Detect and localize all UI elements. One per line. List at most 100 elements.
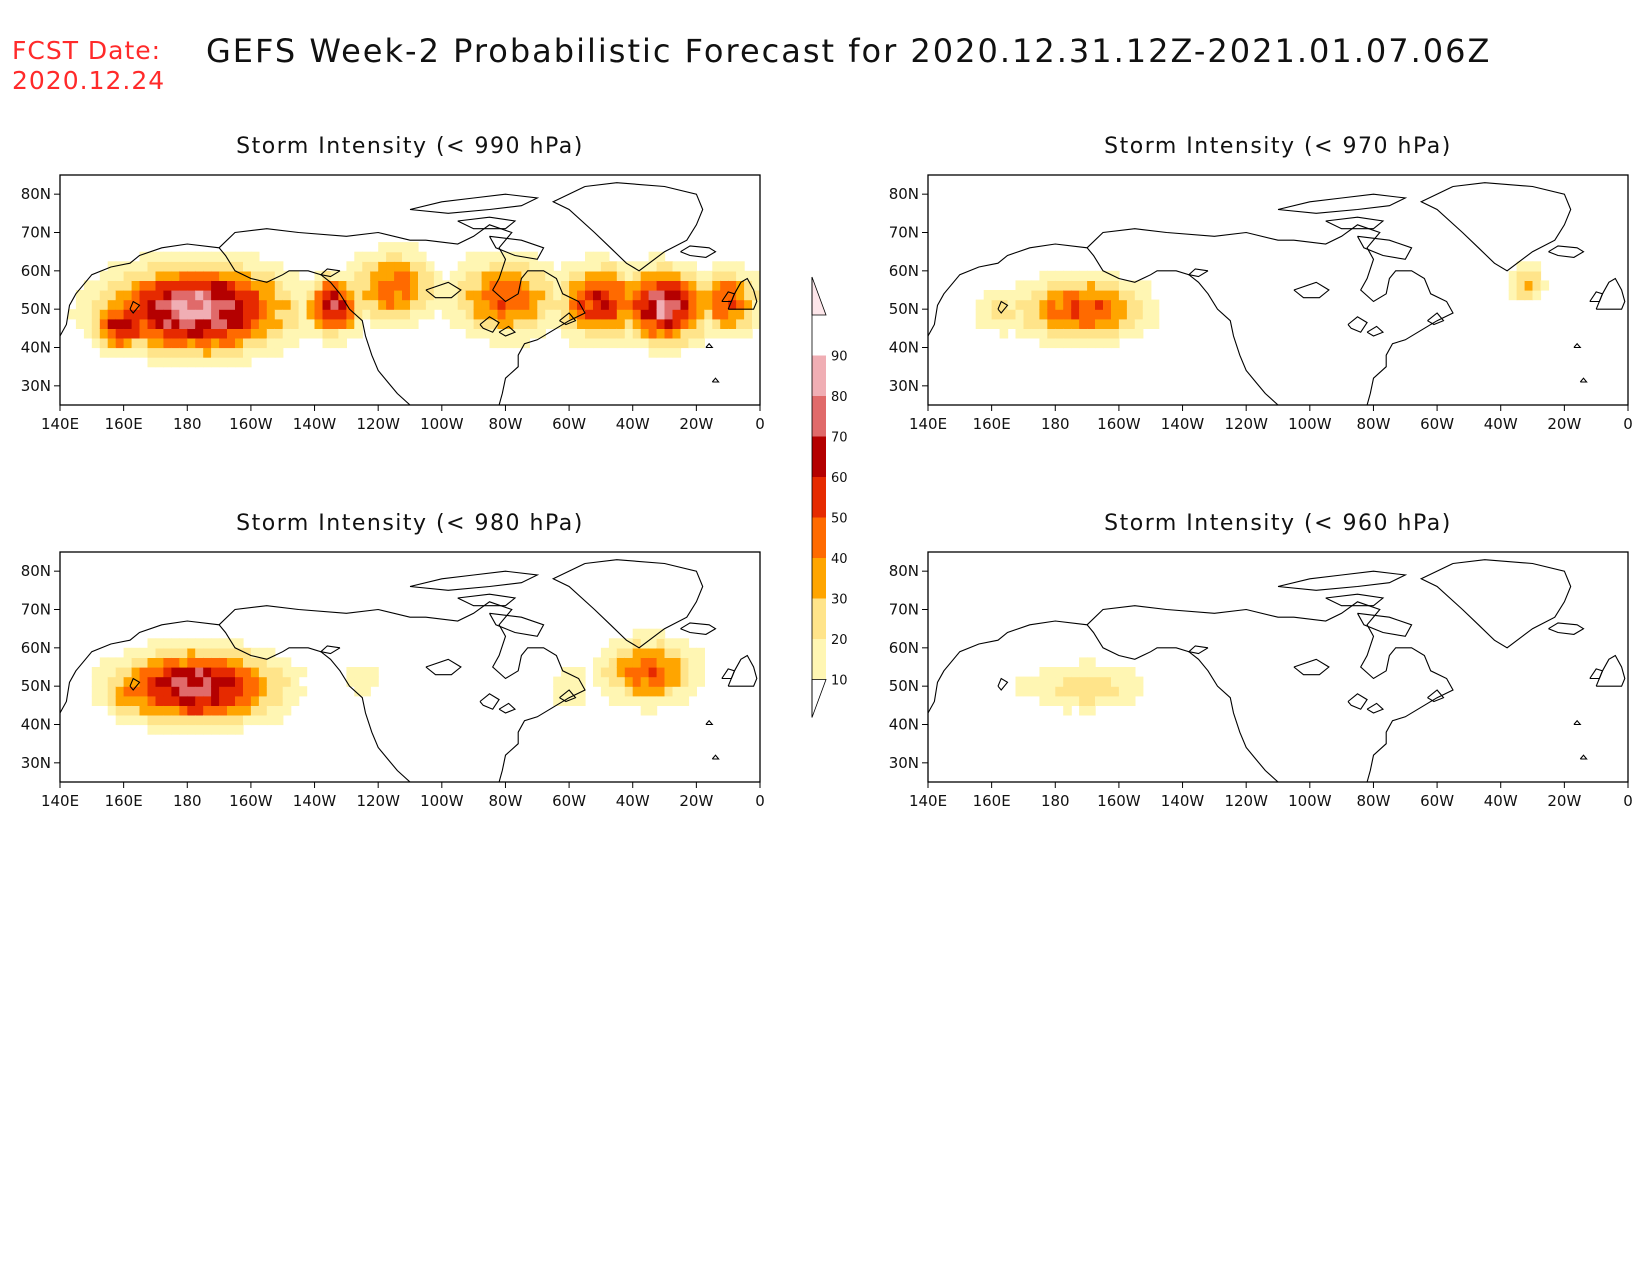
shade-cell [1118, 667, 1128, 678]
shade-cell [608, 318, 618, 329]
lon-tick-label: 180 [173, 415, 202, 433]
shade-cell [219, 638, 228, 649]
shade-cell [632, 647, 642, 658]
shade-cell [219, 357, 228, 368]
shade-cell [235, 357, 244, 368]
shade-cell [370, 261, 379, 272]
shade-cell [521, 261, 530, 272]
shade-cell [402, 299, 411, 310]
shade-cell [227, 299, 236, 310]
shade-cell [338, 280, 347, 291]
shade-cell [1047, 337, 1056, 349]
shade-cell [561, 309, 570, 320]
shade-cell [282, 318, 292, 329]
shade-cell [1134, 290, 1144, 301]
shade-cell [179, 724, 188, 735]
shade-cell [975, 309, 985, 320]
shade-cell [402, 242, 411, 253]
shade-cell [203, 657, 212, 668]
shade-cell [115, 299, 125, 310]
shade-cell [561, 686, 570, 697]
shade-cell [712, 318, 721, 329]
shade-cell [696, 667, 705, 678]
shade-cell [1079, 667, 1088, 678]
shade-cell [131, 667, 141, 678]
shade-cell [298, 667, 308, 678]
shade-cell [640, 309, 650, 320]
shade-cell [187, 251, 196, 262]
coastline [551, 182, 704, 272]
shade-cell [1063, 328, 1072, 339]
shade-cell [465, 280, 475, 291]
shade-cell [139, 705, 149, 716]
shade-cell [1055, 280, 1064, 291]
shade-cell [147, 299, 157, 310]
probability-shading [975, 261, 1550, 349]
shade-cell [593, 676, 602, 687]
lon-tick-label: 40W [616, 415, 650, 433]
shade-cell [744, 290, 753, 301]
shade-cell [473, 261, 483, 272]
colorbar-label: 70 [831, 431, 848, 446]
shade-cell [553, 676, 562, 687]
shade-cell [330, 270, 340, 281]
colorbar-label: 20 [831, 633, 848, 648]
shade-cell [577, 695, 586, 706]
shade-cell [1134, 328, 1144, 339]
coastline [1579, 377, 1588, 383]
shade-cell [203, 676, 212, 687]
shade-cell [362, 270, 371, 281]
shade-cell [163, 251, 172, 262]
shade-cell [577, 337, 586, 349]
map-panel-4: Storm Intensity (< 960 hPa) 140E 160E 180 16… [889, 511, 1633, 810]
shade-cell [616, 280, 626, 291]
shade-cell [1031, 676, 1040, 687]
shade-cell [616, 686, 626, 697]
lon-tick-label: 140W [293, 792, 337, 810]
lon-tick-label: 0 [1623, 415, 1633, 433]
shade-cell [545, 309, 554, 320]
shade-cell [1126, 676, 1136, 687]
shade-cell [235, 724, 244, 735]
shade-cell [227, 667, 236, 678]
probability-shading [91, 628, 705, 735]
shade-cell [274, 299, 284, 310]
shade-cell [179, 357, 188, 368]
shade-cell [107, 347, 117, 358]
shade-cell [744, 318, 753, 329]
shade-cell [163, 714, 172, 726]
shade-cell [1118, 299, 1128, 310]
shade-cell [91, 676, 101, 687]
shade-cell [147, 714, 157, 726]
shade-cell [243, 318, 252, 329]
shade-cell [410, 270, 419, 281]
shade-cell [99, 328, 109, 339]
shade-cell [1516, 290, 1526, 301]
shade-cell [187, 638, 196, 649]
shade-cell [1015, 280, 1025, 291]
lon-tick-label: 120W [1224, 792, 1268, 810]
shade-cell [211, 695, 220, 706]
shade-cell [402, 309, 411, 320]
shade-cell [266, 667, 276, 678]
shade-cell [736, 309, 745, 320]
shade-cell [402, 261, 411, 272]
shade-cell [1079, 290, 1088, 301]
shade-cell [656, 657, 666, 668]
shade-cell [608, 686, 618, 697]
shade-cell [219, 676, 228, 687]
lat-tick-label: 60N [21, 639, 51, 657]
shade-cell [600, 676, 610, 687]
shade-cell [680, 280, 690, 291]
shade-cell [656, 328, 666, 339]
shade-cell [688, 337, 697, 349]
shade-cell [362, 290, 371, 301]
panel-title: Storm Intensity (< 960 hPa) [1104, 511, 1452, 536]
shade-cell [99, 280, 109, 291]
shade-cell [712, 280, 721, 291]
shade-cell [187, 724, 196, 735]
shade-cell [219, 657, 228, 668]
shade-cell [163, 724, 172, 735]
shade-cell [362, 251, 371, 262]
shade-cell [203, 270, 212, 281]
